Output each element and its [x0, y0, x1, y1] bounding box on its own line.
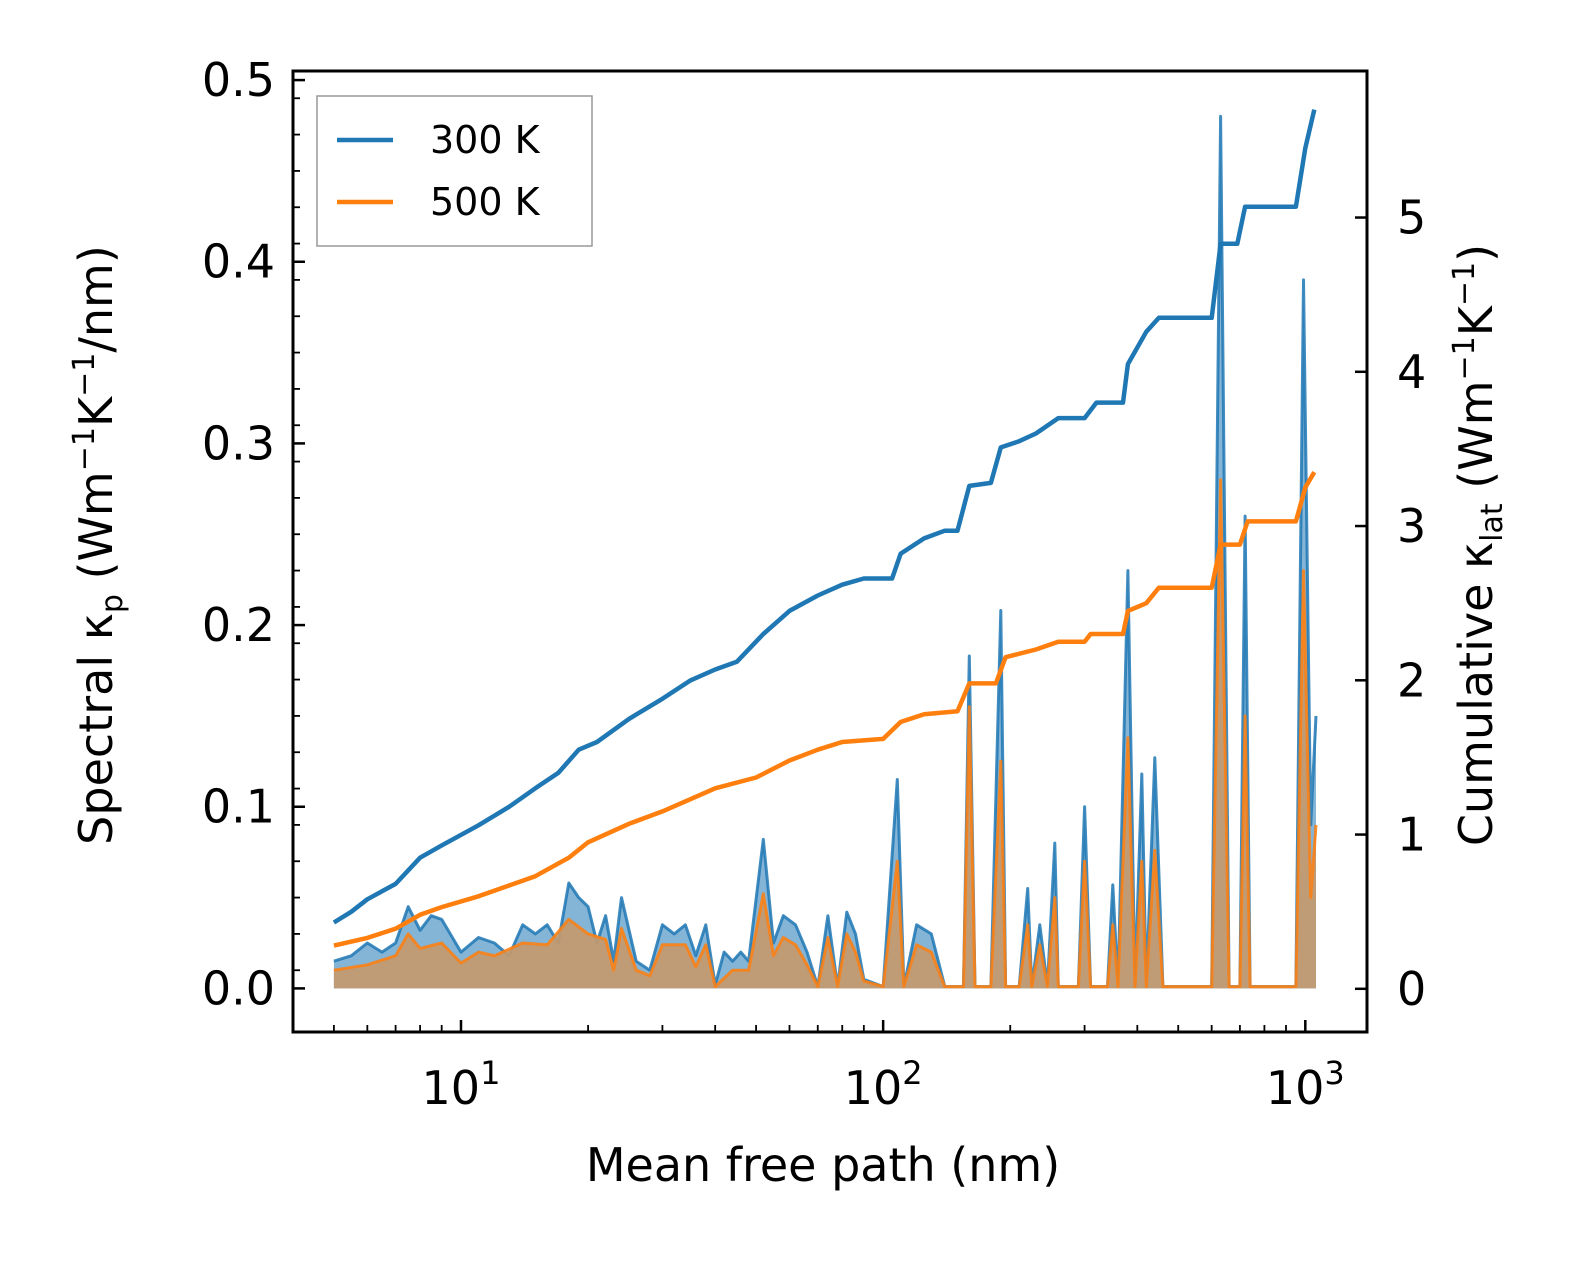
x-tick-label: 103 — [1266, 1054, 1345, 1115]
legend: 300 K 500 K — [316, 95, 593, 247]
y-left-tick-label: 0.4 — [202, 235, 275, 289]
legend-label-500k: 500 K — [430, 180, 541, 224]
cumulative-line-300k — [332, 109, 1317, 925]
spectral-line-300k — [333, 114, 1318, 989]
data-lines — [332, 109, 1317, 948]
axis-ticks: 101 102 103 0.0 0.1 0.2 0.3 0.4 0.5 0 1 2 3 4 5 — [202, 53, 1426, 1115]
y-axis-left-label: Spectral κp (Wm−1K−1/nm) — [67, 245, 130, 845]
y-left-tick-label: 0.3 — [202, 416, 275, 470]
spectral-area-500k — [333, 479, 1316, 989]
spectral-line-500k — [333, 478, 1318, 989]
y-right-tick-label: 0 — [1397, 962, 1426, 1016]
y-right-tick-label: 5 — [1397, 191, 1426, 245]
spectral-fills — [333, 114, 1318, 989]
y-left-tick-label: 0.1 — [202, 780, 275, 834]
y-right-tick-label: 1 — [1397, 808, 1426, 862]
y-axis-right-label: Cumulative κlat (Wm−1K−1) — [1447, 244, 1510, 846]
y-right-tick-label: 2 — [1397, 653, 1426, 707]
cumulative-line-500k — [333, 470, 1317, 948]
x-tick-label: 102 — [844, 1054, 923, 1115]
x-tick-label: 101 — [422, 1054, 501, 1115]
y-right-tick-label: 3 — [1397, 499, 1426, 553]
legend-box — [316, 95, 593, 247]
y-left-tick-label: 0.0 — [202, 961, 275, 1015]
legend-label-300k: 300 K — [430, 118, 541, 162]
y-left-tick-label: 0.2 — [202, 598, 275, 652]
plot-frame — [291, 69, 1369, 1034]
spectral-area-300k — [333, 116, 1316, 989]
y-left-tick-label: 0.5 — [202, 53, 275, 107]
x-axis-label: Mean free path (nm) — [586, 1138, 1060, 1192]
y-right-tick-label: 4 — [1397, 345, 1426, 399]
